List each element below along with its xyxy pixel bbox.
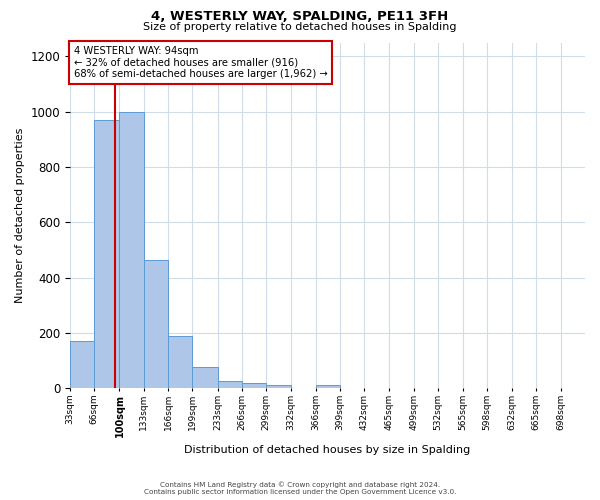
Bar — [242, 383, 266, 388]
X-axis label: Distribution of detached houses by size in Spalding: Distribution of detached houses by size … — [184, 445, 470, 455]
Bar — [144, 260, 168, 388]
Bar — [266, 385, 290, 388]
Bar — [316, 385, 340, 388]
Text: Contains HM Land Registry data © Crown copyright and database right 2024.: Contains HM Land Registry data © Crown c… — [160, 481, 440, 488]
Text: Contains public sector information licensed under the Open Government Licence v3: Contains public sector information licen… — [144, 489, 456, 495]
Bar — [168, 336, 193, 388]
Y-axis label: Number of detached properties: Number of detached properties — [15, 128, 25, 303]
Bar — [70, 341, 94, 388]
Text: Size of property relative to detached houses in Spalding: Size of property relative to detached ho… — [143, 22, 457, 32]
Bar — [94, 120, 119, 388]
Bar — [193, 368, 218, 388]
Bar — [218, 381, 242, 388]
Text: 4, WESTERLY WAY, SPALDING, PE11 3FH: 4, WESTERLY WAY, SPALDING, PE11 3FH — [151, 10, 449, 23]
Bar — [119, 112, 144, 388]
Text: 4 WESTERLY WAY: 94sqm
← 32% of detached houses are smaller (916)
68% of semi-det: 4 WESTERLY WAY: 94sqm ← 32% of detached … — [74, 46, 328, 79]
